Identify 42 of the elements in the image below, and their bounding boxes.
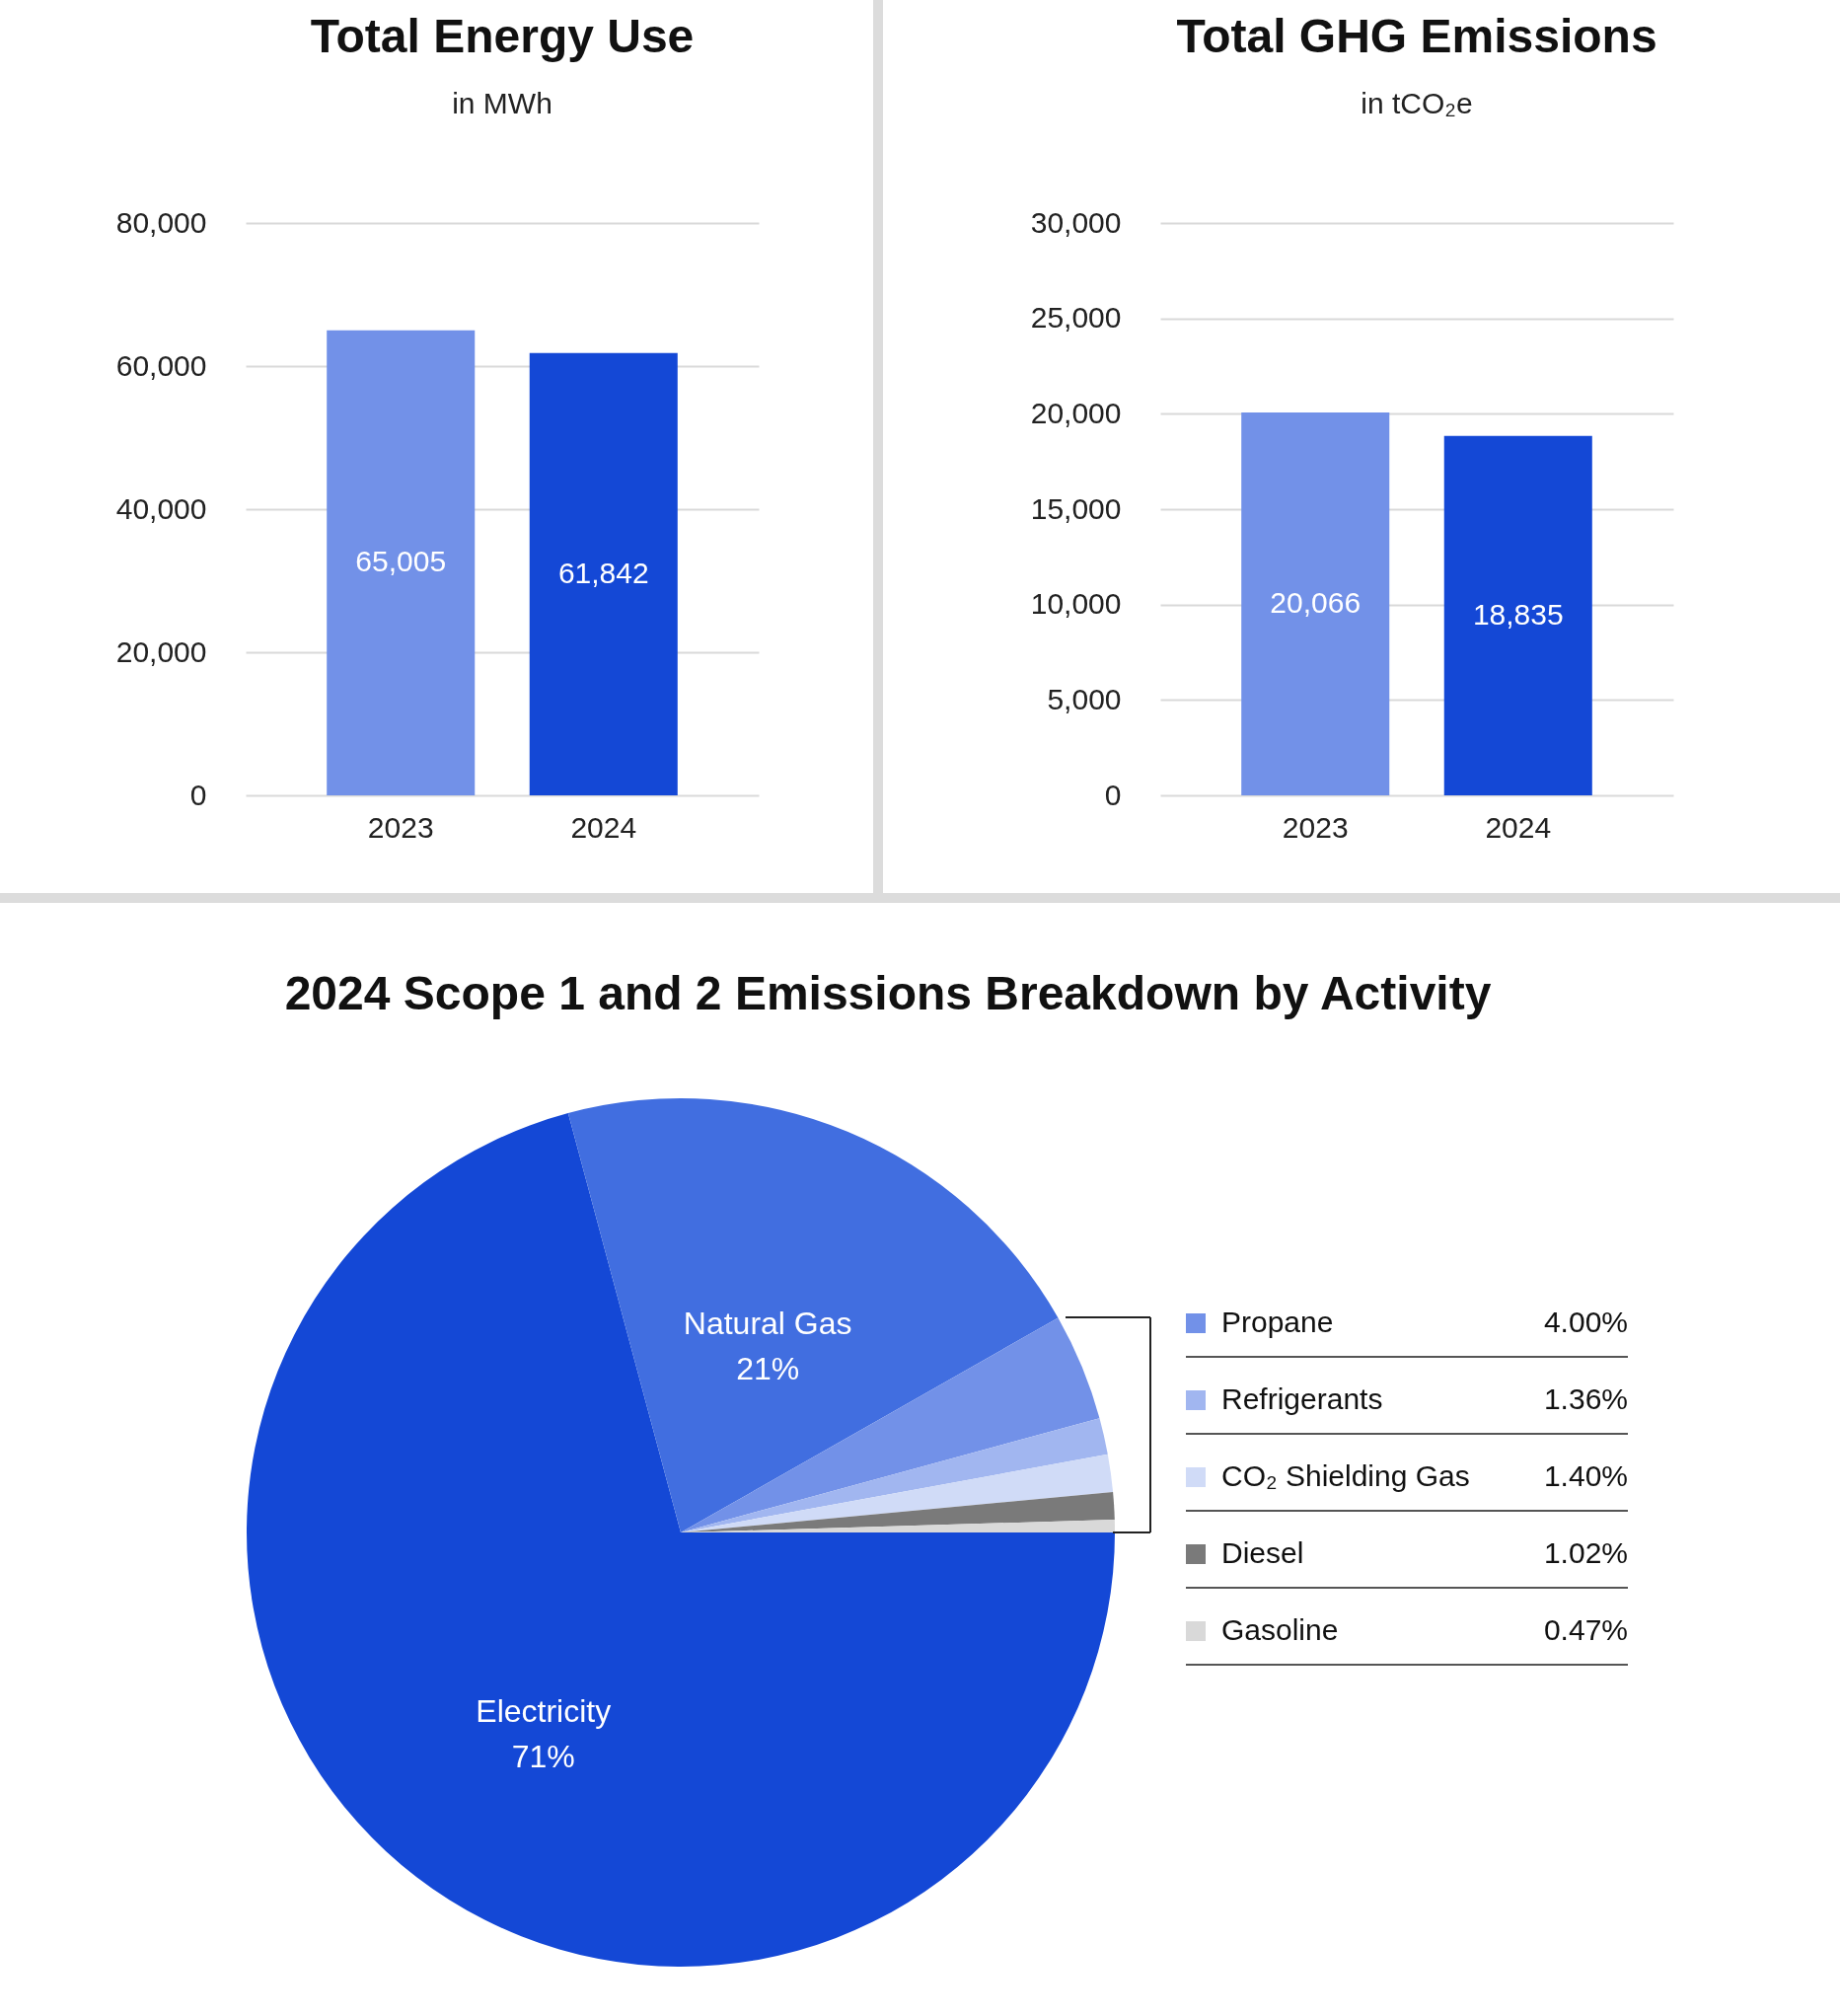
y-tick-label: 20,000 [1030, 396, 1122, 429]
chart-title: 2024 Scope 1 and 2 Emissions Breakdown by Activity [284, 967, 1492, 1019]
legend-label: Gasoline [1221, 1613, 1339, 1646]
chart-subtitle: in tCO₂e [1361, 87, 1473, 119]
pie-slice [567, 1098, 1059, 1532]
data-label: 65,005 [354, 545, 446, 578]
x-tick-label: 2023 [1282, 810, 1349, 844]
slice-label: Natural Gas [683, 1305, 852, 1341]
legend-label: CO₂ Shielding Gas [1221, 1459, 1470, 1492]
data-label: 1.40% [1543, 1459, 1628, 1492]
chart-title: Total GHG Emissions [1176, 10, 1657, 62]
x-tick-label: 2024 [569, 810, 636, 844]
data-label: 21% [736, 1350, 800, 1386]
data-label: 0.47% [1543, 1613, 1628, 1646]
data-label: 71% [511, 1738, 575, 1774]
chart-subtitle: in MWh [451, 87, 552, 119]
data-label: 61,842 [557, 556, 649, 589]
data-label: 4.00% [1543, 1306, 1628, 1338]
y-tick-label: 5,000 [1047, 682, 1122, 715]
data-label: 1.36% [1543, 1382, 1628, 1415]
x-tick-label: 2023 [367, 810, 434, 844]
legend-label: Diesel [1221, 1536, 1304, 1569]
x-tick-label: 2024 [1485, 810, 1552, 844]
legend-label: Refrigerants [1221, 1382, 1383, 1415]
legend-label: Propane [1221, 1306, 1334, 1338]
y-tick-label: 25,000 [1030, 301, 1122, 335]
slice-label: Electricity [476, 1692, 612, 1729]
y-tick-label: 15,000 [1030, 491, 1122, 525]
y-tick-label: 0 [189, 778, 206, 811]
data-label: 18,835 [1472, 597, 1564, 631]
data-label: 20,066 [1270, 586, 1362, 620]
chart-title: Total Energy Use [310, 10, 694, 62]
pie-slice [247, 1113, 1115, 1967]
y-tick-label: 0 [1104, 778, 1122, 811]
pie-slice [681, 1418, 1108, 1532]
y-tick-label: 20,000 [115, 635, 206, 668]
y-tick-label: 10,000 [1030, 587, 1122, 621]
y-tick-label: 30,000 [1030, 205, 1122, 239]
data-label: 1.02% [1543, 1536, 1628, 1569]
y-tick-label: 40,000 [115, 491, 206, 525]
y-tick-label: 80,000 [115, 205, 206, 239]
y-tick-label: 60,000 [115, 348, 206, 382]
